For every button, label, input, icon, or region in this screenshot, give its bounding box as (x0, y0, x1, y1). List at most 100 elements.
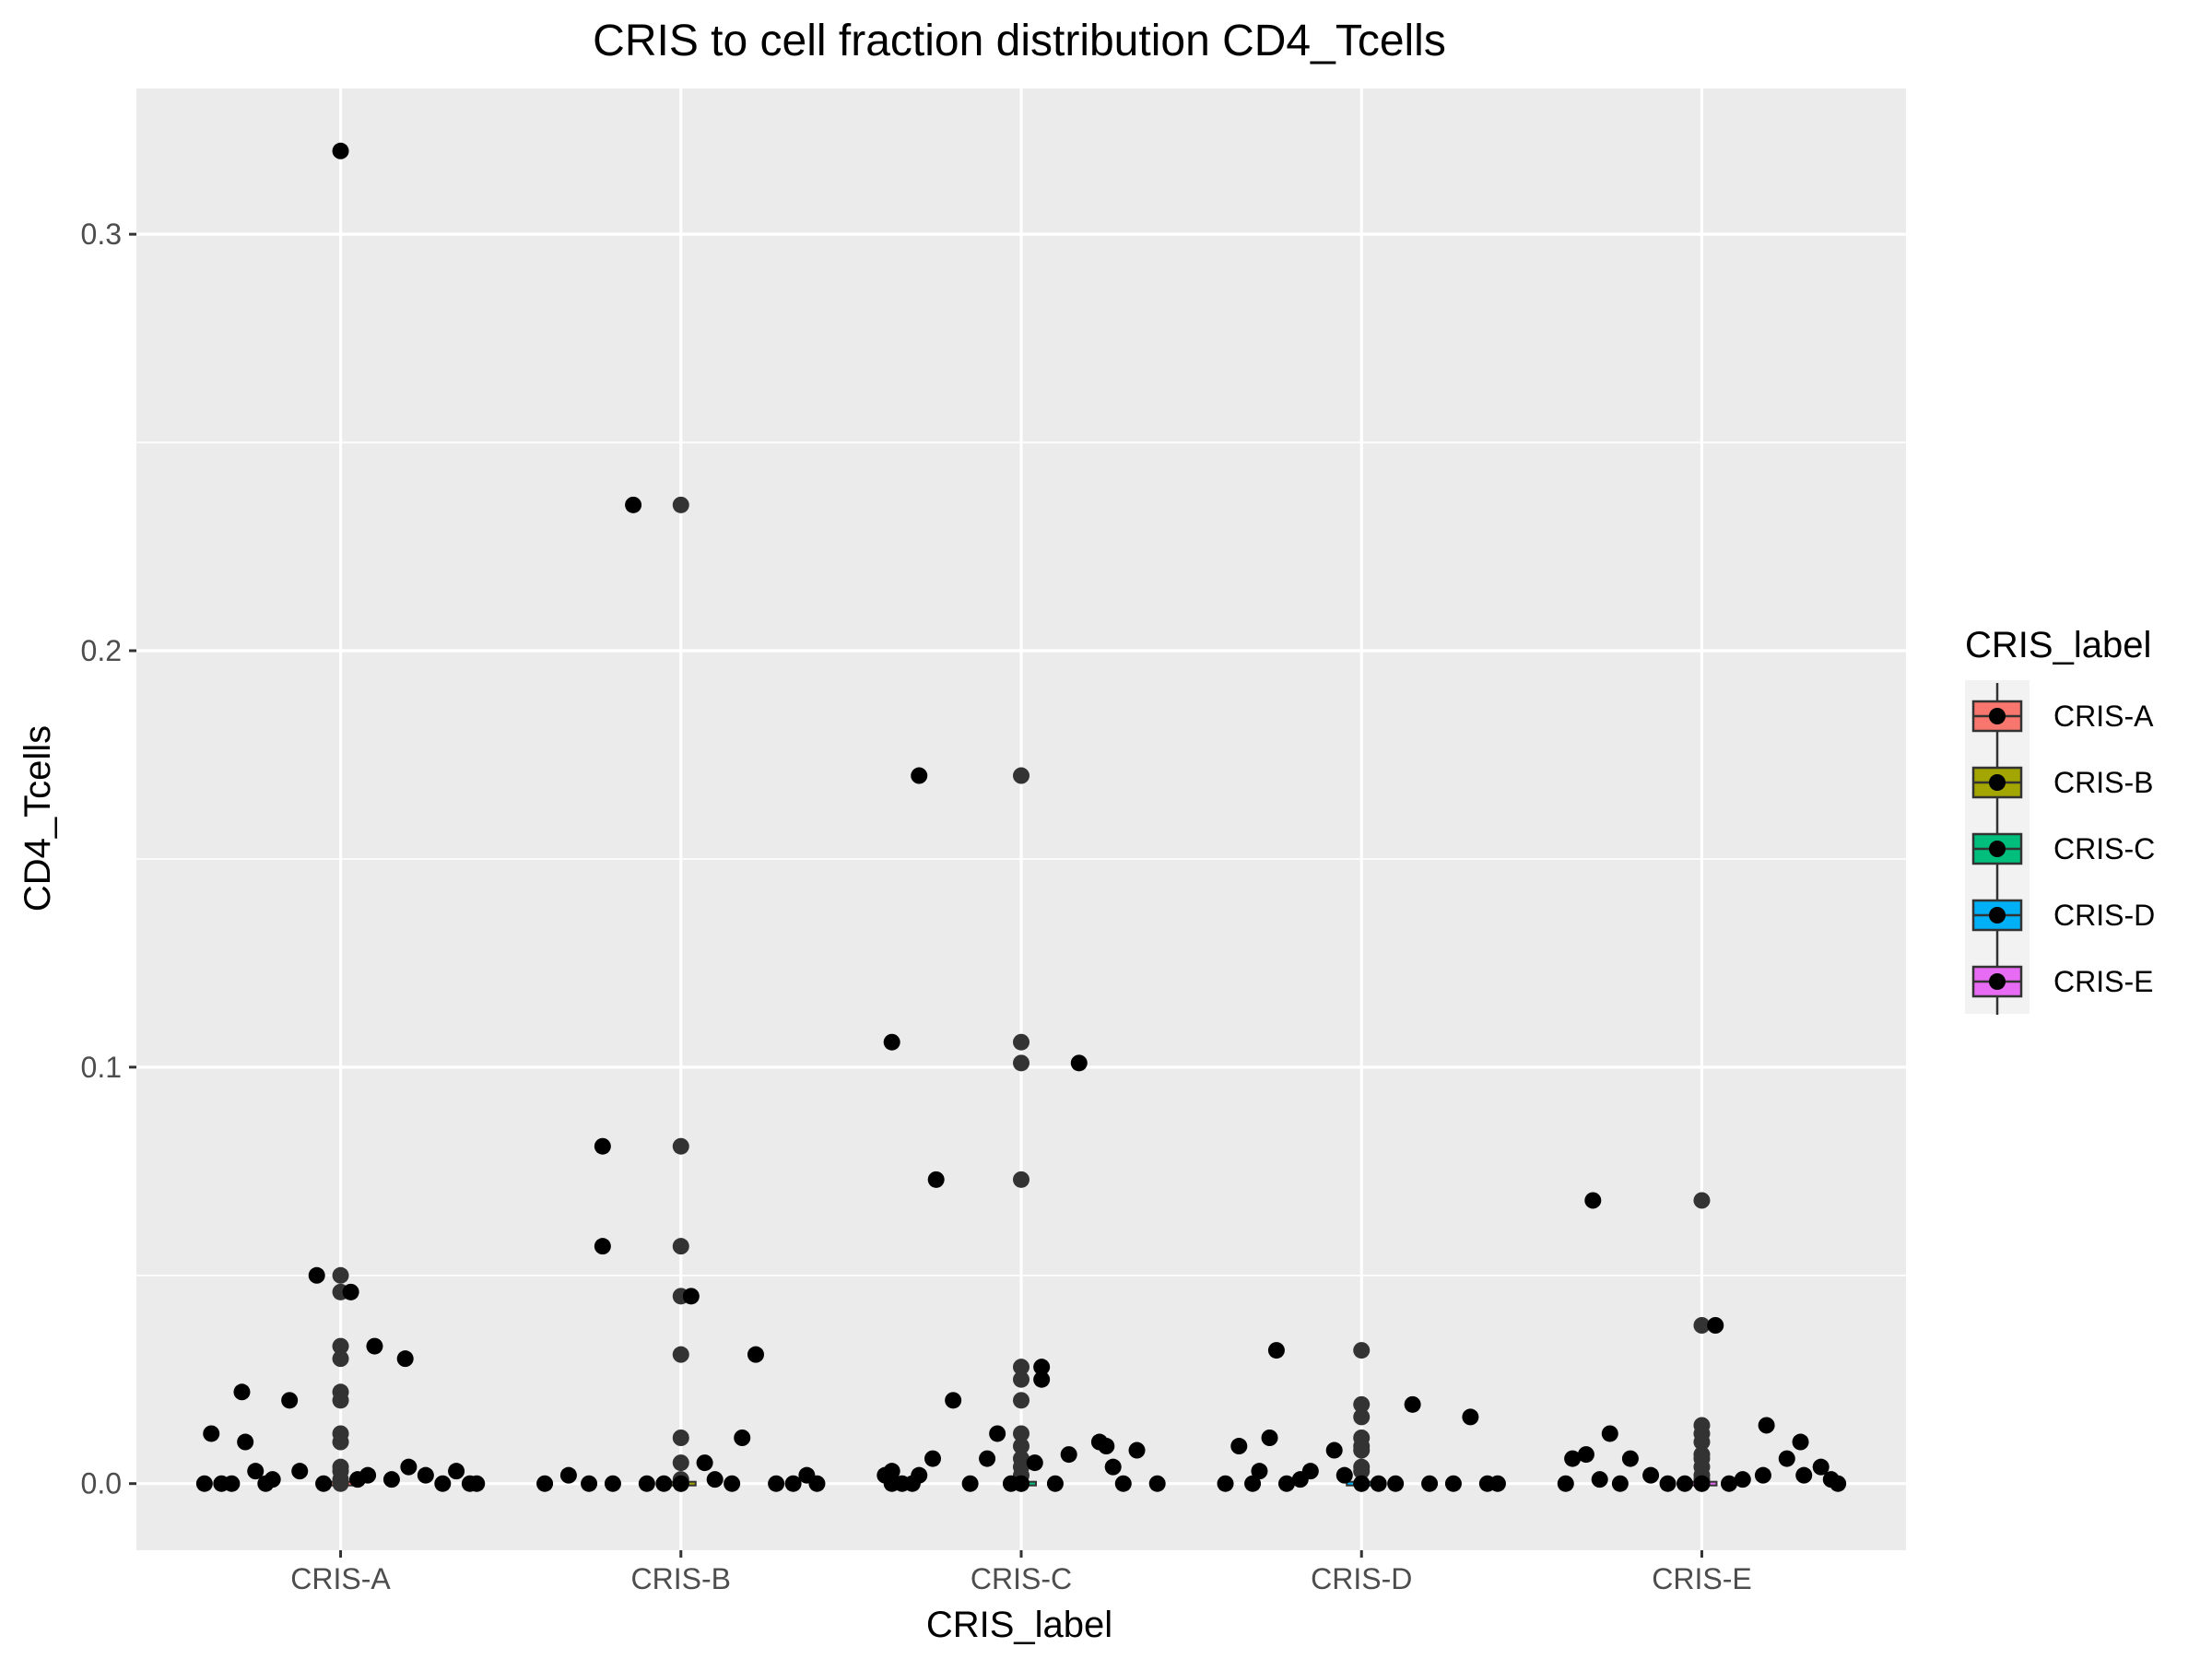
point-cris-a (417, 1466, 434, 1484)
point-cris-a (237, 1433, 254, 1451)
point-cris-c (979, 1450, 996, 1467)
point-cris-c (911, 767, 928, 784)
point-cris-a (342, 1283, 359, 1300)
x-axis-title: CRIS_label (926, 1605, 1112, 1645)
x-tick-label-cris-d: CRIS-D (1311, 1562, 1412, 1595)
legend-key-point (1989, 708, 2006, 724)
box-point-cris-c (1013, 767, 1030, 784)
point-cris-e (1591, 1471, 1608, 1488)
box-point-cris-b (672, 496, 689, 513)
box-point-cris-b (672, 1346, 689, 1363)
point-cris-b (581, 1475, 598, 1492)
point-cris-a (400, 1458, 418, 1476)
x-tick-label-cris-a: CRIS-A (290, 1562, 391, 1595)
legend-label-cris-c: CRIS-C (2053, 832, 2155, 865)
point-cris-a (247, 1463, 265, 1480)
y-tick-label: 0.0 (81, 1467, 122, 1500)
point-cris-d (1462, 1408, 1479, 1426)
point-layer (195, 142, 1847, 1492)
point-cris-a (315, 1475, 333, 1492)
point-cris-a (233, 1383, 251, 1401)
point-cris-d (1278, 1475, 1295, 1492)
point-cris-b (594, 1137, 611, 1155)
point-cris-d (1387, 1475, 1405, 1492)
y-axis-title: CD4_Tcells (18, 725, 58, 912)
point-cris-c (1114, 1475, 1132, 1492)
point-cris-d (1325, 1441, 1343, 1459)
point-cris-b (655, 1475, 673, 1492)
point-cris-a (281, 1392, 299, 1409)
y-axis: 0.0 0.1 0.2 0.3 (81, 218, 136, 1500)
point-cris-c (1033, 1359, 1051, 1376)
point-cris-a (396, 1350, 414, 1368)
box-point-cris-c (1013, 1033, 1030, 1051)
point-cris-e (1677, 1475, 1693, 1492)
point-cris-e (1577, 1446, 1594, 1464)
point-cris-e (1734, 1471, 1751, 1488)
point-cris-e (1778, 1450, 1795, 1467)
box-point-cris-e (1693, 1433, 1711, 1451)
point-cris-b (594, 1238, 611, 1255)
point-cris-a (308, 1266, 325, 1284)
point-cris-e (1611, 1475, 1629, 1492)
legend-label-cris-d: CRIS-D (2053, 899, 2155, 932)
point-cris-c (1098, 1438, 1115, 1455)
box-point-cris-e (1693, 1317, 1711, 1334)
point-cris-c (1026, 1454, 1043, 1472)
point-cris-b (724, 1475, 741, 1492)
point-cris-c (1033, 1371, 1051, 1388)
point-cris-b (672, 1475, 689, 1492)
point-cris-d (1421, 1475, 1439, 1492)
y-tick-label: 0.3 (81, 218, 122, 251)
legend-label-cris-b: CRIS-B (2053, 766, 2153, 799)
point-cris-c (989, 1425, 1006, 1442)
box-point-cris-c (1013, 1438, 1030, 1455)
legend-key-point (1989, 907, 2006, 924)
box-point-cris-a (332, 1266, 349, 1284)
point-cris-a (382, 1471, 400, 1488)
point-cris-e (1758, 1417, 1775, 1434)
point-cris-b (768, 1475, 785, 1492)
point-cris-a (195, 1475, 213, 1492)
legend-title: CRIS_label (1965, 625, 2151, 665)
point-cris-a (359, 1466, 377, 1484)
point-cris-c (911, 1466, 928, 1484)
point-cris-e (1812, 1458, 1830, 1476)
box-point-cris-a (332, 1392, 349, 1409)
point-cris-b (559, 1466, 577, 1484)
point-cris-e (1659, 1475, 1677, 1492)
box-point-cris-a (332, 1433, 349, 1451)
box-point-cris-c (1013, 1425, 1030, 1442)
legend-label-cris-a: CRIS-A (2053, 700, 2154, 733)
point-cris-b (747, 1346, 764, 1363)
point-cris-c (1046, 1475, 1064, 1492)
point-cris-a (366, 1337, 383, 1355)
box-point-cris-c (1013, 1171, 1030, 1188)
point-cris-c (924, 1450, 941, 1467)
point-cris-c (1060, 1446, 1077, 1464)
point-cris-d (1335, 1466, 1353, 1484)
point-cris-c (1070, 1054, 1088, 1072)
x-tick-label-cris-c: CRIS-C (971, 1562, 1072, 1595)
point-cris-d (1353, 1475, 1371, 1492)
point-cris-d (1217, 1475, 1234, 1492)
point-cris-b (784, 1475, 802, 1492)
point-cris-b (638, 1475, 655, 1492)
point-cris-c (945, 1392, 962, 1409)
chart-title: CRIS to cell fraction distribution CD4_T… (593, 17, 1446, 65)
point-cris-d (1444, 1475, 1462, 1492)
box-point-cris-b (672, 1430, 689, 1446)
box-point-cris-e (1693, 1192, 1711, 1209)
point-cris-b (682, 1288, 700, 1305)
point-cris-b (625, 496, 642, 513)
x-axis: CRIS-A CRIS-B CRIS-C CRIS-D CRIS-E (290, 1550, 1752, 1595)
point-cris-a (468, 1475, 486, 1492)
legend-key-point (1989, 841, 2006, 857)
box-point-cris-b (672, 1238, 689, 1255)
point-cris-b (604, 1475, 621, 1492)
box-point-cris-a (332, 1337, 349, 1355)
point-cris-a (434, 1475, 452, 1492)
box-point-cris-c (1013, 1371, 1030, 1388)
x-tick-label-cris-e: CRIS-E (1652, 1562, 1751, 1595)
